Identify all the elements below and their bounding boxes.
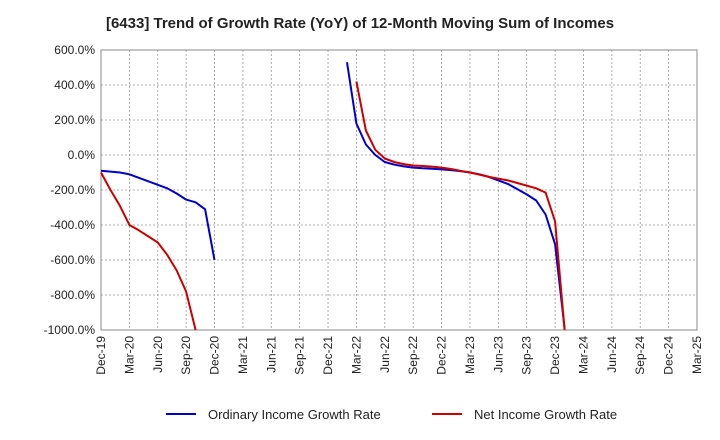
x-tick-label: Sep-24 xyxy=(633,336,647,375)
x-tick-label: Dec-19 xyxy=(94,336,108,375)
series-line-net-income xyxy=(355,81,566,331)
y-tick-label: 600.0% xyxy=(54,43,95,57)
series-line-net-income xyxy=(100,172,197,331)
x-tick-label: Dec-23 xyxy=(548,336,562,375)
x-tick-label: Jun-23 xyxy=(491,336,505,373)
legend-label-ordinary-income: Ordinary Income Growth Rate xyxy=(208,407,381,422)
x-tick-label: Jun-21 xyxy=(264,336,278,373)
legend-label-net-income: Net Income Growth Rate xyxy=(474,407,617,422)
y-tick-label: -200.0% xyxy=(50,183,95,197)
x-tick-label: Dec-24 xyxy=(662,336,676,375)
x-tick-label: Sep-21 xyxy=(293,336,307,375)
x-tick-label: Sep-23 xyxy=(520,336,534,375)
x-tick-label: Sep-20 xyxy=(179,336,193,375)
x-tick-label: Mar-23 xyxy=(463,336,477,374)
y-tick-label: 400.0% xyxy=(54,78,95,92)
plot-frame xyxy=(100,49,698,331)
y-tick-label: 0.0% xyxy=(68,148,96,162)
x-tick-label: Mar-22 xyxy=(349,336,363,374)
x-tick-label: Dec-21 xyxy=(321,336,335,375)
chart-title: [6433] Trend of Growth Rate (YoY) of 12-… xyxy=(105,15,615,32)
y-tick-label: -1000.0% xyxy=(44,323,96,337)
series-line-ordinary-income xyxy=(346,62,566,329)
x-tick-label: Dec-20 xyxy=(208,336,222,375)
y-tick-label: -800.0% xyxy=(50,288,95,302)
x-tick-label: Mar-20 xyxy=(122,336,136,374)
x-tick-label: Mar-24 xyxy=(576,336,590,374)
x-tick-label: Sep-22 xyxy=(406,336,420,375)
x-tick-label: Jun-24 xyxy=(605,336,619,373)
x-tick-label: Dec-22 xyxy=(435,336,449,375)
y-tick-label: -600.0% xyxy=(50,253,95,267)
x-tick-label: Mar-25 xyxy=(690,336,704,374)
y-tick-label: -400.0% xyxy=(50,218,95,232)
x-tick-label: Jun-20 xyxy=(151,336,165,373)
x-tick-label: Mar-21 xyxy=(236,336,250,374)
x-tick-label: Jun-22 xyxy=(378,336,392,373)
series-line-ordinary-income xyxy=(100,169,216,261)
y-tick-label: 200.0% xyxy=(54,113,95,127)
